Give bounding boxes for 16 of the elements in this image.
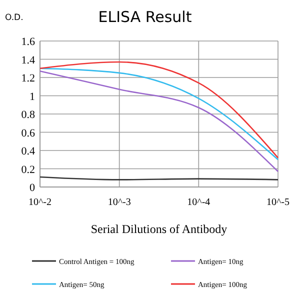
y-tick-label: 0.8 — [21, 109, 36, 121]
x-tick-label: 10^-4 — [187, 197, 210, 208]
y-tick-label: 0.6 — [21, 127, 36, 140]
x-axis-title: Serial Dilutions of Antibody — [90, 222, 228, 236]
y-tick-label: 1.2 — [21, 72, 35, 84]
y-axis-title: O.D. — [5, 13, 24, 23]
x-tick-label: 10^-5 — [266, 197, 290, 208]
y-tick-label: 0 — [30, 182, 36, 194]
y-tick-label: 1.4 — [21, 54, 36, 66]
y-tick-label: 1.6 — [21, 36, 36, 48]
y-tick-label: 0.2 — [21, 164, 35, 176]
y-tick-label: 0.4 — [21, 146, 36, 158]
y-tick-label: 1 — [30, 90, 35, 103]
x-tick-label: 10^-3 — [108, 197, 131, 208]
x-tick-label: 10^-2 — [28, 197, 52, 208]
chart-title: ELISA Result — [98, 8, 192, 26]
